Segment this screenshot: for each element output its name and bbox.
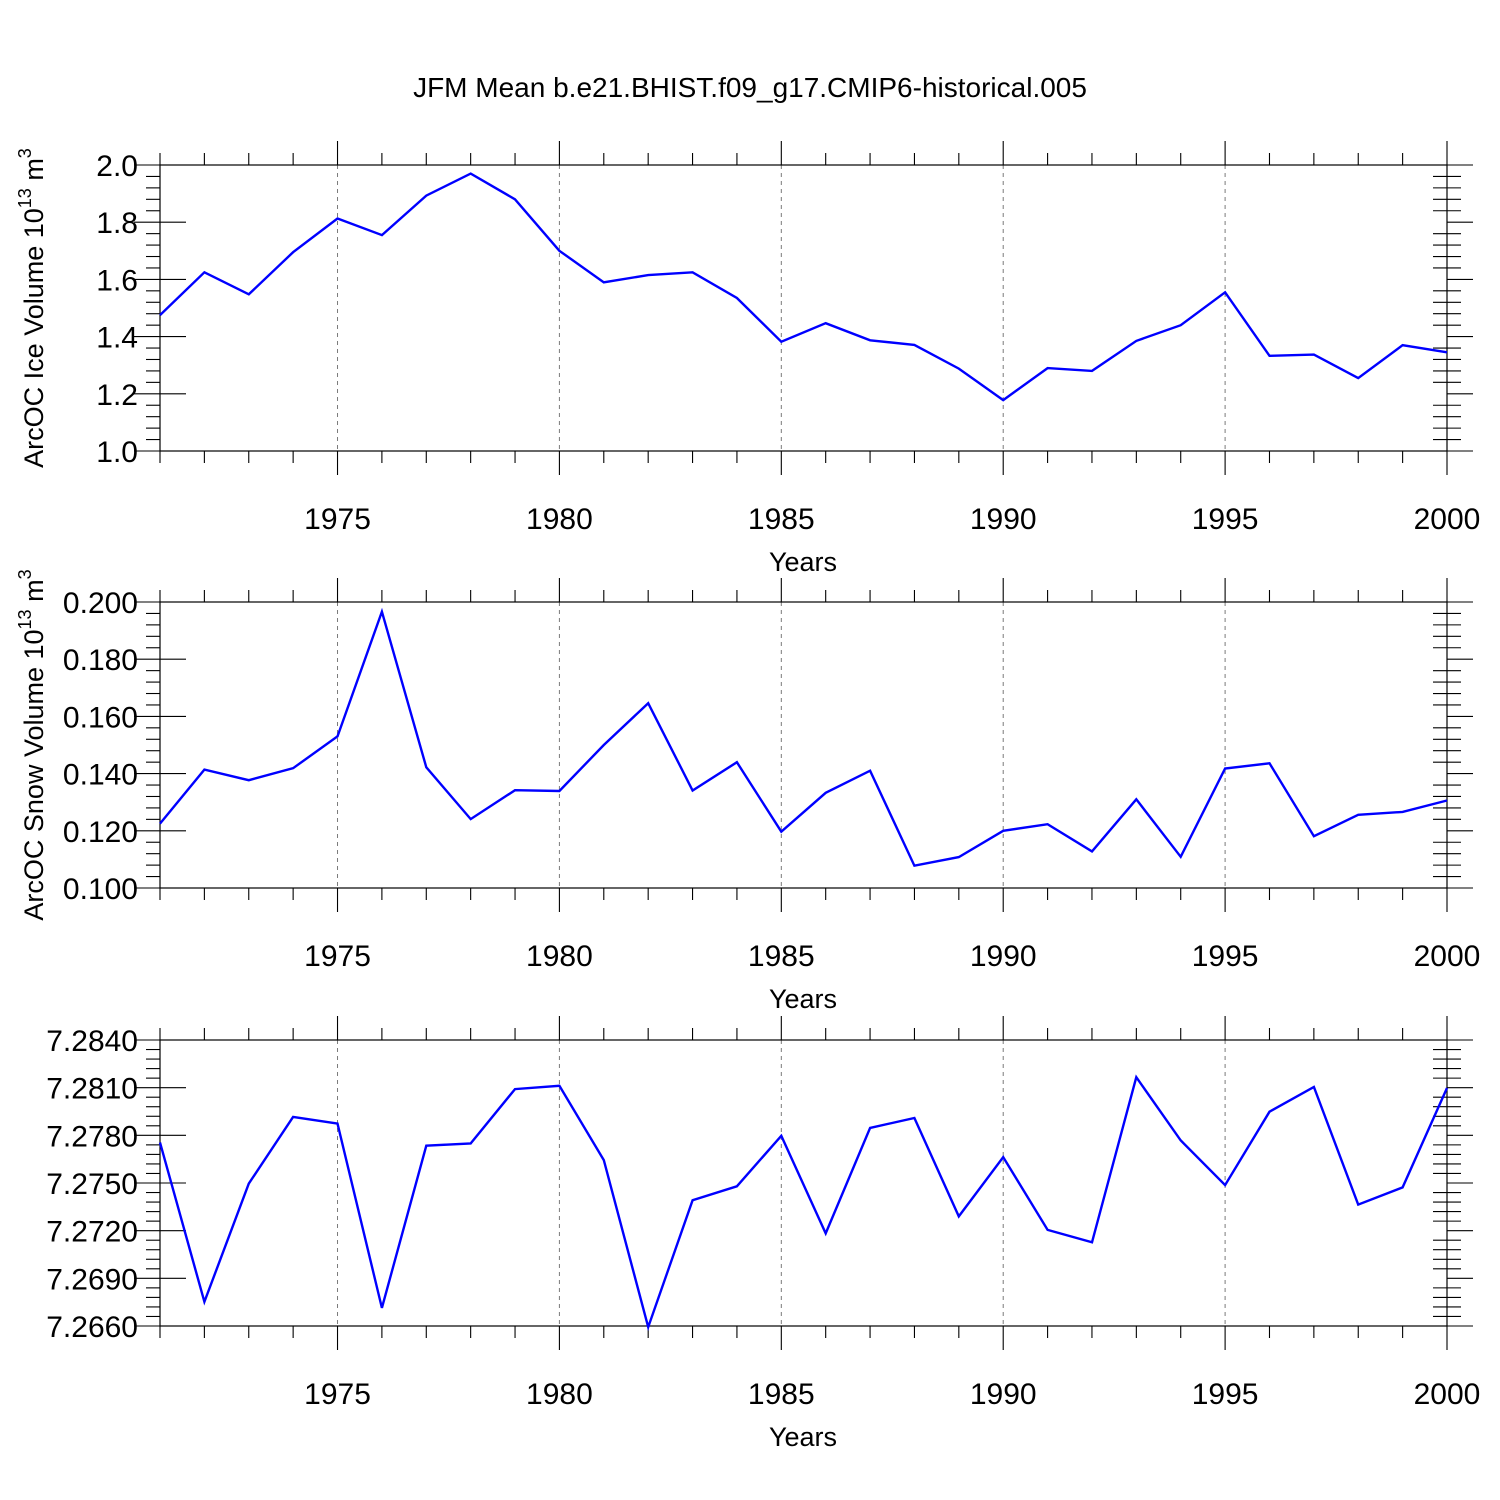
y-tick-label: 0.160 [63, 701, 138, 734]
y-tick-label: 0.100 [63, 873, 138, 906]
y-tick-label: 0.180 [63, 644, 138, 677]
series-line [159, 172, 1448, 402]
y-axis-label-unit-exponent: 3 [15, 569, 35, 579]
x-axis-label: Years [769, 1422, 837, 1452]
y-tick-label: 2.0 [96, 150, 138, 183]
x-tick-label: 1980 [526, 1378, 593, 1411]
series-line [158, 1074, 1449, 1332]
y-tick-label: 1.0 [96, 436, 138, 469]
y-tick-label: 0.200 [63, 587, 138, 620]
x-tick-label: 1985 [748, 940, 815, 973]
x-tick-label: 1980 [526, 940, 593, 973]
x-tick-label: 1990 [970, 940, 1037, 973]
x-tick-label: 1975 [304, 503, 371, 536]
y-axis-label-unit: m [19, 158, 49, 188]
y-axis-label: ArcOC Snow Volume 1013 m3 [15, 569, 49, 920]
y-axis-label-unit-exponent: 3 [15, 148, 35, 158]
series-line [159, 607, 1448, 868]
y-axis-label-exponent: 13 [15, 609, 35, 629]
y-tick-label: 1.6 [96, 264, 138, 297]
figure-title: JFM Mean b.e21.BHIST.f09_g17.CMIP6-histo… [413, 72, 1087, 103]
y-tick-label: 1.8 [96, 207, 138, 240]
y-axis-label-exponent: 13 [15, 188, 35, 208]
x-tick-label: 1975 [304, 940, 371, 973]
panel-2: 1975 1980 1985 1990 1995 2000 Years 0.100 0.120 0… [15, 569, 1480, 1014]
x-tick-label: 1995 [1192, 1378, 1259, 1411]
y-tick-label: 1.2 [96, 379, 138, 412]
x-tick-label: 1990 [970, 1378, 1037, 1411]
panel-3: 1975 1980 1985 1990 1995 2000 Years 7.2660 7.269… [46, 1016, 1480, 1452]
plot-frame [159, 164, 1448, 452]
plot-frame [159, 601, 1448, 889]
x-tick-label: 1985 [748, 503, 815, 536]
panels: 1975 1980 1985 1990 1995 2000 Years 1.0 1.2 1.4 1.… [15, 141, 1480, 1452]
x-tick-label: 1975 [304, 1378, 371, 1411]
panel-1: 1975 1980 1985 1990 1995 2000 Years 1.0 1.2 1.4 1.… [15, 141, 1480, 577]
x-tick-label: 2000 [1414, 1378, 1481, 1411]
x-axis-label: Years [769, 984, 837, 1014]
x-tick-label: 1985 [748, 1378, 815, 1411]
x-axis-label: Years [769, 547, 837, 577]
y-tick-label: 1.4 [96, 322, 138, 355]
x-tick-label: 1980 [526, 503, 593, 536]
y-tick-label: 7.2810 [46, 1073, 138, 1106]
y-tick-label: 0.140 [63, 759, 138, 792]
y-axis-label: ArcOC Ice Volume 1013 m3 [15, 148, 49, 468]
y-tick-label: 0.120 [63, 816, 138, 849]
y-axis-label-text: ArcOC Ice Volume 10 [19, 208, 49, 468]
y-tick-label: 7.2720 [46, 1216, 138, 1249]
x-tick-label: 2000 [1414, 940, 1481, 973]
y-tick-label: 7.2660 [46, 1311, 138, 1344]
y-axis-label-unit: m [19, 579, 49, 609]
x-tick-label: 1995 [1192, 503, 1259, 536]
y-tick-label: 7.2690 [46, 1263, 138, 1296]
y-tick-label: 7.2750 [46, 1168, 138, 1201]
x-tick-label: 1995 [1192, 940, 1259, 973]
x-tick-label: 2000 [1414, 503, 1481, 536]
x-tick-label: 1990 [970, 503, 1037, 536]
y-tick-label: 7.2780 [46, 1120, 138, 1153]
y-axis-label-text: ArcOC Snow Volume 10 [19, 629, 49, 920]
y-tick-label: 7.2840 [46, 1025, 138, 1058]
